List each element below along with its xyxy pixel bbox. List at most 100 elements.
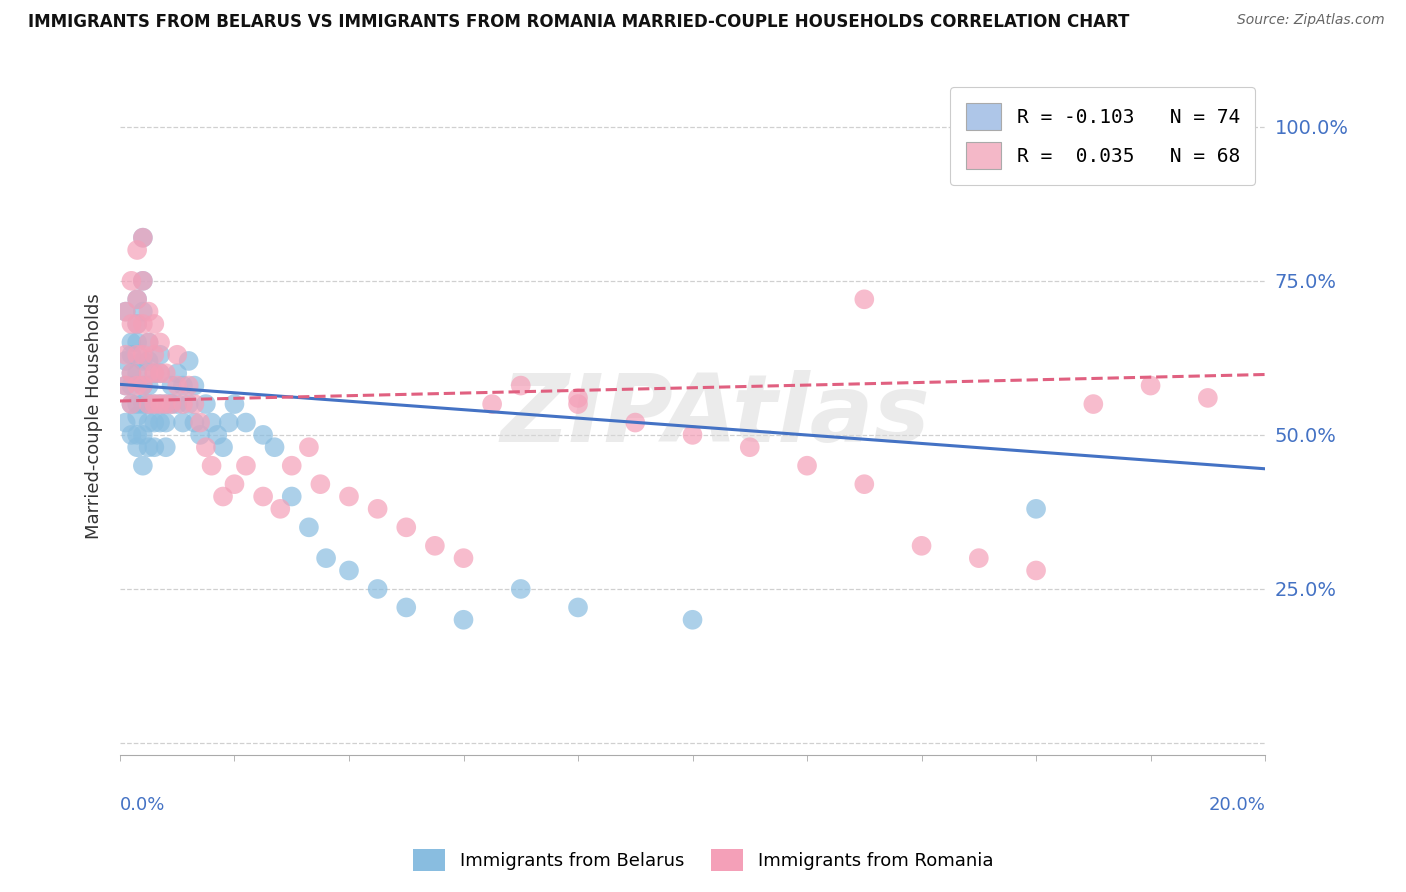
Point bbox=[212, 440, 235, 454]
Text: 20.0%: 20.0% bbox=[1208, 796, 1265, 814]
Point bbox=[138, 335, 160, 350]
Point bbox=[143, 416, 166, 430]
Point bbox=[224, 477, 246, 491]
Point bbox=[132, 428, 155, 442]
Point bbox=[132, 354, 155, 368]
Point bbox=[143, 366, 166, 380]
Point bbox=[395, 520, 418, 534]
Legend: Immigrants from Belarus, Immigrants from Romania: Immigrants from Belarus, Immigrants from… bbox=[405, 842, 1001, 879]
Point bbox=[796, 458, 818, 473]
Point bbox=[149, 348, 172, 362]
Point bbox=[132, 274, 155, 288]
Point bbox=[132, 378, 155, 392]
Point bbox=[160, 397, 183, 411]
Point bbox=[207, 428, 229, 442]
Point bbox=[280, 490, 302, 504]
Point bbox=[183, 378, 205, 392]
Point bbox=[143, 440, 166, 454]
Point bbox=[967, 551, 990, 566]
Point bbox=[120, 397, 142, 411]
Point bbox=[114, 354, 136, 368]
Point bbox=[132, 230, 155, 244]
Text: ZIPAtlas: ZIPAtlas bbox=[501, 370, 931, 462]
Point bbox=[160, 378, 183, 392]
Point bbox=[853, 477, 876, 491]
Point bbox=[453, 613, 475, 627]
Point bbox=[269, 501, 291, 516]
Point bbox=[114, 304, 136, 318]
Point bbox=[853, 293, 876, 307]
Point bbox=[114, 378, 136, 392]
Point bbox=[138, 335, 160, 350]
Point bbox=[132, 397, 155, 411]
Point bbox=[423, 539, 446, 553]
Point bbox=[138, 378, 160, 392]
Point bbox=[138, 397, 160, 411]
Point bbox=[132, 348, 155, 362]
Point bbox=[120, 397, 142, 411]
Text: 0.0%: 0.0% bbox=[120, 796, 166, 814]
Point bbox=[280, 458, 302, 473]
Point bbox=[143, 397, 166, 411]
Point bbox=[138, 440, 160, 454]
Point bbox=[172, 416, 194, 430]
Point bbox=[177, 397, 200, 411]
Point bbox=[132, 304, 155, 318]
Point bbox=[127, 293, 149, 307]
Point bbox=[183, 416, 205, 430]
Point bbox=[138, 354, 160, 368]
Y-axis label: Married-couple Households: Married-couple Households bbox=[86, 293, 103, 540]
Point bbox=[132, 230, 155, 244]
Point bbox=[149, 366, 172, 380]
Point bbox=[127, 243, 149, 257]
Point bbox=[337, 564, 360, 578]
Point bbox=[138, 304, 160, 318]
Point bbox=[120, 428, 142, 442]
Point bbox=[172, 378, 194, 392]
Point bbox=[138, 397, 160, 411]
Point bbox=[149, 416, 172, 430]
Point bbox=[143, 397, 166, 411]
Point bbox=[481, 397, 503, 411]
Point bbox=[166, 378, 188, 392]
Point bbox=[127, 409, 149, 424]
Point bbox=[624, 416, 647, 430]
Point bbox=[166, 397, 188, 411]
Point bbox=[155, 397, 177, 411]
Point bbox=[127, 366, 149, 380]
Point bbox=[120, 378, 142, 392]
Point bbox=[127, 378, 149, 392]
Point bbox=[138, 366, 160, 380]
Point bbox=[120, 366, 142, 380]
Point bbox=[120, 274, 142, 288]
Point bbox=[567, 600, 589, 615]
Point bbox=[138, 416, 160, 430]
Point bbox=[143, 348, 166, 362]
Point bbox=[127, 293, 149, 307]
Point bbox=[155, 397, 177, 411]
Point bbox=[127, 317, 149, 331]
Point bbox=[132, 317, 155, 331]
Point bbox=[200, 458, 222, 473]
Point bbox=[120, 335, 142, 350]
Point bbox=[367, 582, 389, 596]
Point bbox=[509, 378, 531, 392]
Point bbox=[143, 366, 166, 380]
Point bbox=[1025, 564, 1047, 578]
Point bbox=[155, 366, 177, 380]
Point bbox=[177, 354, 200, 368]
Point bbox=[1139, 378, 1161, 392]
Point bbox=[127, 348, 149, 362]
Point bbox=[172, 397, 194, 411]
Point bbox=[149, 366, 172, 380]
Point bbox=[120, 348, 142, 362]
Point bbox=[315, 551, 337, 566]
Point bbox=[252, 490, 274, 504]
Point bbox=[166, 366, 188, 380]
Point bbox=[298, 440, 321, 454]
Point bbox=[509, 582, 531, 596]
Point bbox=[177, 378, 200, 392]
Point bbox=[453, 551, 475, 566]
Point bbox=[127, 440, 149, 454]
Point bbox=[1083, 397, 1105, 411]
